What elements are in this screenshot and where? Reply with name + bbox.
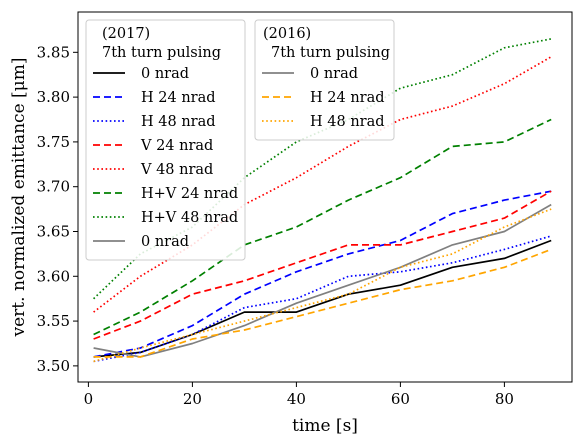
legend-label-0-nrad: 0 nrad [141, 66, 189, 82]
legend-label-h-24-nrad: H 24 nrad [141, 90, 216, 106]
x-tick-label: 60 [391, 390, 410, 408]
legend-title-line1: (2016) [263, 26, 311, 42]
legend-2016: (2016) 7th turn pulsing 0 nrad H 24 nrad H 4… [254, 19, 395, 141]
x-tick-label: 0 [84, 390, 94, 408]
legend-label-h-24-nrad: H 24 nrad [310, 90, 385, 106]
legend-frame [85, 19, 246, 261]
x-tick-label: 20 [183, 390, 202, 408]
series-line-2017-v-24-nrad [93, 190, 552, 340]
legend-title-line2: 7th turn pulsing [271, 45, 390, 61]
plot-frame [77, 11, 573, 383]
legend-title-line1: (2017) [102, 26, 150, 42]
legend-label-v-48-nrad: V 48 nrad [140, 162, 213, 178]
x-axis-label: time [s] [292, 416, 358, 436]
series-line-2017-0-nrad [93, 203, 552, 358]
legend-label-hplusv-48-nrad: H+V 48 nrad [141, 210, 238, 226]
series-line-2017-0-nrad [93, 239, 552, 358]
legend-label-0-nrad: 0 nrad [141, 234, 189, 250]
series-line-2017-v-48-nrad [93, 56, 552, 313]
axes-layer: 0 20 40 60 80 3.50 3.55 3.60 3.65 3.70 3.75 3.80 3.8… [37, 43, 514, 408]
legend-label-v-24-nrad: V 24 nrad [140, 138, 213, 154]
y-tick-label: 3.60 [37, 267, 70, 285]
y-tick-label: 3.50 [37, 357, 70, 375]
y-tick-label: 3.70 [37, 178, 70, 196]
y-tick-label: 3.75 [37, 133, 70, 151]
legend-label-hplusv-24-nrad: H+V 24 nrad [141, 186, 238, 202]
series-line-2017-hplusv-24-nrad [93, 118, 552, 336]
legend-label-h-48-nrad: H 48 nrad [310, 114, 385, 130]
y-tick-label: 3.80 [37, 88, 70, 106]
legend-layer: (2017) 7th turn pulsing 0 nrad H 24 nrad H 4… [85, 19, 395, 261]
legend-frame [254, 19, 395, 141]
y-tick-label: 3.55 [37, 312, 70, 330]
series-line-2016-h-24-nrad [93, 248, 552, 358]
legend-title-line2: 7th turn pulsing [102, 45, 221, 61]
legend-2017: (2017) 7th turn pulsing 0 nrad H 24 nrad H 4… [85, 19, 246, 261]
x-tick-label: 80 [495, 390, 514, 408]
series-line-2016-h-48-nrad [93, 208, 552, 363]
y-tick-label: 3.85 [37, 43, 70, 61]
y-axis-label: vert. normalized emittance [μm] [9, 58, 29, 338]
legend-label-h-48-nrad: H 48 nrad [141, 114, 216, 130]
x-tick-label: 40 [287, 390, 306, 408]
y-tick-label: 3.65 [37, 222, 70, 240]
legend-label-0-nrad: 0 nrad [310, 66, 358, 82]
